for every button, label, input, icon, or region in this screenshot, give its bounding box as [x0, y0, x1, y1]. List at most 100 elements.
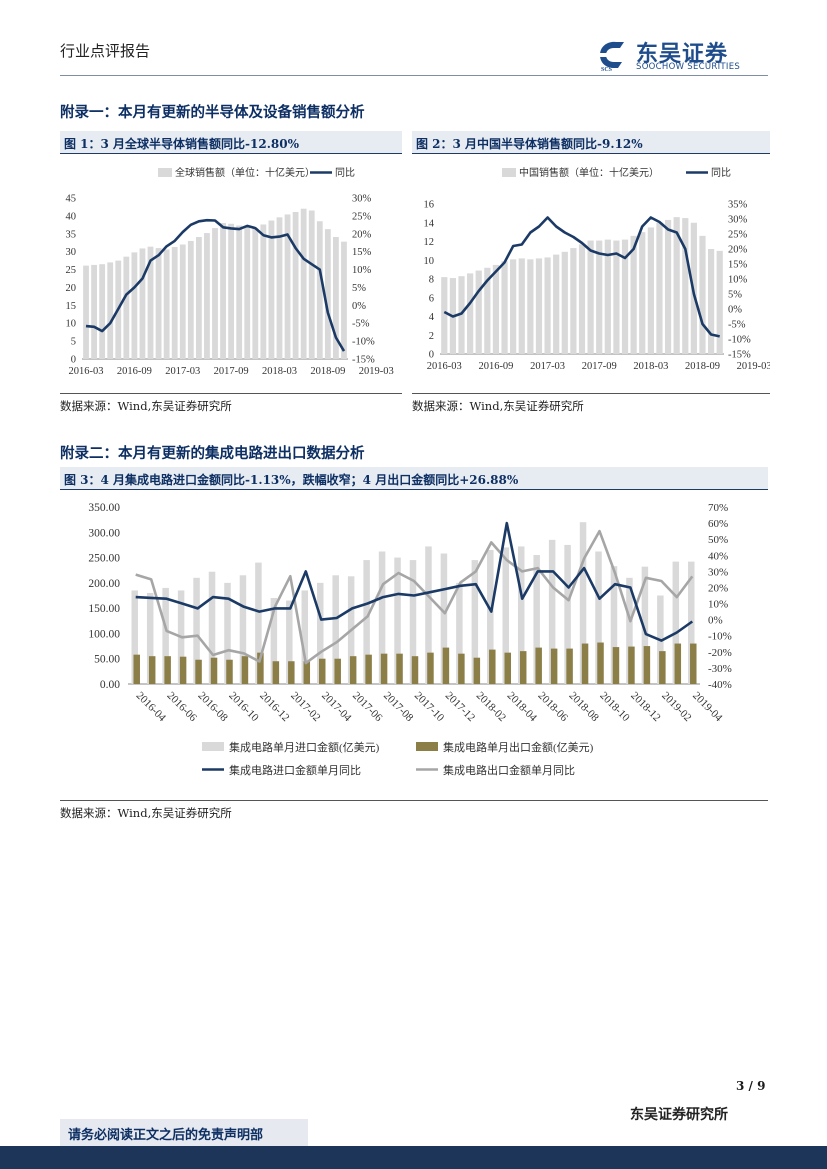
bar-import	[224, 582, 231, 684]
bar-export	[489, 649, 496, 684]
y2-tick-label: 20%	[728, 245, 748, 256]
bar-sales	[621, 239, 629, 354]
bar-export	[288, 661, 295, 684]
fig3-source: 数据来源：Wind,东吴证券研究所	[60, 806, 232, 820]
y2-tick-label: 25%	[352, 211, 372, 222]
bar-sales	[467, 273, 474, 354]
bar-sales	[492, 264, 500, 354]
bar-import	[564, 544, 571, 684]
y2-tick-label: 5%	[728, 290, 742, 301]
bar-sales	[139, 248, 146, 359]
y-tick-label: 20	[66, 283, 77, 294]
y-tick-label: 25	[66, 265, 77, 276]
page-number: 3 / 9	[736, 1079, 766, 1093]
bar-import	[146, 592, 154, 684]
bar-export	[504, 652, 512, 684]
legend-label: 集成电路出口金额单月同比	[443, 763, 575, 777]
bar-sales	[484, 267, 491, 354]
bar-sales	[673, 217, 680, 354]
y-tick-label: 45	[66, 194, 77, 205]
bar-sales	[544, 257, 551, 354]
bar-export	[241, 656, 249, 684]
bar-sales	[664, 219, 672, 354]
y-tick-label: 2	[429, 331, 434, 342]
y-tick-label: 12	[424, 237, 435, 248]
bar-sales	[123, 256, 130, 359]
bar-import	[626, 577, 633, 684]
bar-export	[411, 656, 419, 684]
y2-tick-label: 30%	[352, 194, 372, 205]
x-tick-label: 2017-12	[443, 690, 477, 724]
bar-export	[380, 653, 388, 684]
logo-mark-icon: SCS	[598, 41, 630, 73]
bar-sales	[316, 221, 323, 359]
y2-tick-label: 30%	[728, 215, 748, 226]
bar-sales	[647, 227, 654, 354]
y-tick-label: 15	[66, 301, 77, 312]
y-tick-label: 350.00	[88, 502, 120, 514]
bar-sales	[535, 258, 543, 354]
logo-cn-text: 东吴证券	[636, 42, 729, 67]
y-tick-label: 6	[429, 293, 434, 304]
bar-sales	[501, 261, 508, 354]
bar-import	[502, 547, 510, 684]
y2-tick-label: -10%	[728, 335, 751, 346]
bar-sales	[604, 239, 611, 354]
x-tick-label: 2018-03	[633, 361, 668, 372]
bar-sales	[441, 277, 448, 354]
bar-sales	[187, 240, 194, 359]
bar-export	[519, 651, 527, 684]
bar-import	[255, 562, 262, 684]
bar-sales	[268, 220, 275, 359]
fig3-title: 图 3：4 月集成电路进口金额同比-1.13%，跌幅收窄；4 月出口金额同比+2…	[64, 473, 519, 487]
bar-export	[334, 658, 341, 684]
x-tick-label: 2016-06	[165, 690, 200, 725]
bar-import	[610, 566, 618, 684]
y-tick-label: 40	[66, 211, 77, 222]
x-tick-label: 2019-03	[359, 366, 394, 377]
bar-export	[550, 648, 558, 684]
line-export-yoy	[135, 529, 694, 665]
bar-sales	[656, 222, 663, 354]
bar-sales	[300, 208, 307, 359]
logo-en-text: SOOCHOW SECURITIES	[636, 62, 741, 72]
bar-export	[427, 652, 434, 684]
y-tick-label: 35	[66, 229, 77, 240]
y-tick-label: 10	[66, 319, 77, 330]
fig1-title: 图 1：3 月全球半导体销售额同比-12.80%	[64, 137, 300, 151]
bar-sales	[458, 276, 465, 354]
x-tick-label: 2016-12	[257, 690, 291, 724]
bar-export	[566, 648, 573, 684]
bar-import	[131, 590, 138, 684]
bar-sales	[707, 249, 715, 354]
bar-sales	[527, 259, 534, 354]
x-tick-label: 2019-03	[737, 361, 770, 372]
bar-import	[301, 590, 309, 684]
bar-sales	[510, 259, 517, 354]
bar-sales	[228, 223, 235, 359]
y-tick-label: 100.00	[88, 628, 120, 640]
y-tick-label: 16	[424, 200, 435, 211]
legend-label-bar: 中国销售额（单位：十亿美元）	[519, 166, 659, 179]
bar-export	[659, 651, 666, 684]
disclaimer-link[interactable]: 请务必阅读正文之后的免责声明部	[68, 1128, 264, 1143]
bar-export	[195, 659, 202, 684]
bar-sales	[639, 232, 646, 354]
bar-sales	[107, 262, 114, 359]
y-tick-label: 50.00	[94, 654, 120, 666]
bar-sales	[171, 247, 178, 359]
bar-export	[133, 654, 140, 684]
bar-import	[332, 575, 339, 684]
y2-tick-label: 40%	[708, 550, 728, 562]
x-tick-label: 2016-09	[117, 366, 152, 377]
fig1-title-bar: 图 1：3 月全球半导体销售额同比-12.80%	[60, 131, 402, 154]
y-tick-label: 14	[424, 218, 435, 229]
fig2-bottom-rule	[412, 393, 770, 394]
bar-sales	[220, 223, 226, 359]
x-tick-label: 2016-03	[427, 361, 462, 372]
y2-tick-label: 10%	[728, 275, 748, 286]
x-tick-label: 2017-04	[319, 690, 354, 725]
bar-import	[425, 546, 432, 684]
bar-sales	[83, 265, 89, 359]
y2-tick-label: 70%	[708, 502, 728, 514]
